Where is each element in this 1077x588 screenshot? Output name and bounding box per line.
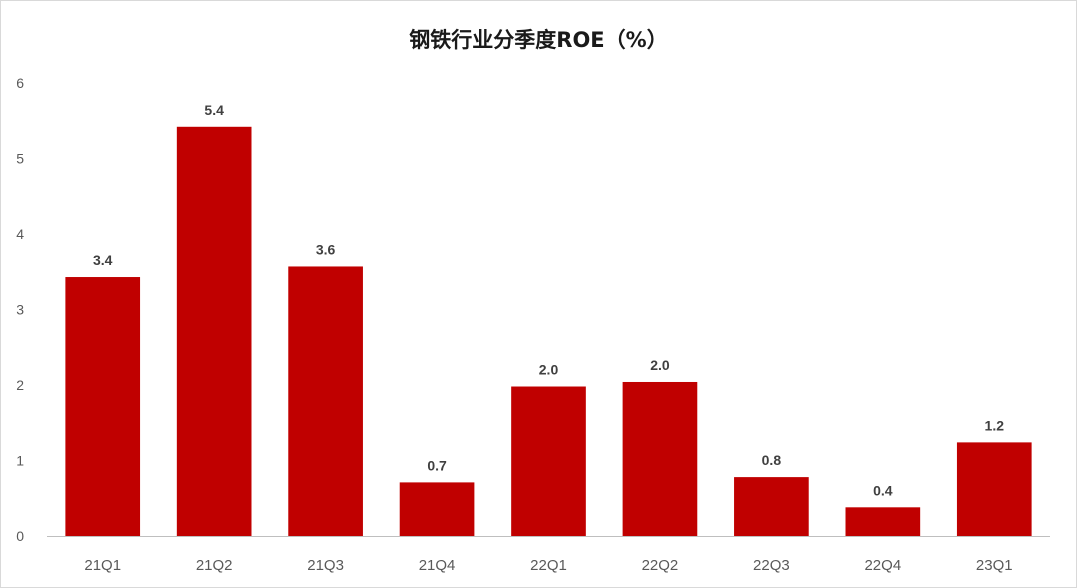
chart-title: 钢铁行业分季度ROE（%） [409, 28, 668, 52]
x-tick-label: 22Q3 [753, 557, 790, 574]
data-label: 0.7 [427, 457, 447, 473]
x-tick-label: 23Q1 [976, 557, 1013, 574]
data-label: 0.4 [873, 482, 893, 498]
data-label: 3.4 [93, 252, 113, 268]
x-tick-label: 22Q2 [642, 557, 679, 574]
x-tick-label: 21Q2 [196, 557, 233, 574]
bar [845, 507, 921, 536]
bar [734, 477, 809, 536]
x-tick-label: 22Q4 [864, 557, 901, 574]
bar [511, 386, 586, 536]
data-label: 5.4 [204, 102, 224, 118]
data-label: 2.0 [539, 362, 559, 378]
x-tick-label: 22Q1 [530, 557, 567, 574]
bar [399, 482, 475, 536]
x-tick-label: 21Q3 [307, 557, 344, 574]
x-tick-label: 21Q4 [419, 557, 456, 574]
bar [176, 126, 252, 536]
bar [622, 381, 698, 536]
y-tick-label: 6 [16, 75, 24, 91]
x-tick-label: 21Q1 [84, 557, 121, 574]
y-tick-label: 0 [16, 528, 24, 544]
data-label: 3.6 [316, 241, 336, 257]
data-label: 2.0 [650, 357, 670, 373]
bar [288, 266, 363, 536]
bar [65, 277, 141, 536]
data-label: 1.2 [985, 417, 1005, 433]
bar [956, 442, 1032, 536]
y-tick-label: 3 [16, 302, 24, 318]
y-tick-label: 5 [16, 151, 24, 167]
data-label: 0.8 [762, 452, 782, 468]
y-tick-label: 1 [16, 453, 24, 469]
y-tick-label: 4 [16, 226, 24, 242]
y-tick-label: 2 [16, 377, 24, 393]
